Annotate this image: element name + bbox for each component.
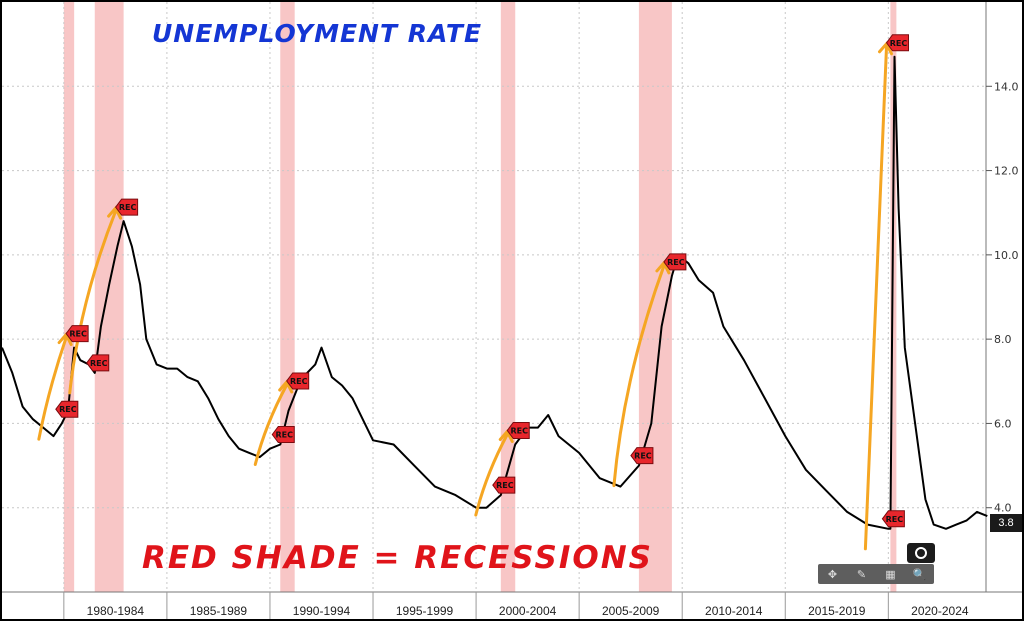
rec-marker-end: REC	[114, 198, 139, 216]
annotation-arrows	[37, 41, 894, 551]
rec-marker-label: REC	[290, 377, 308, 386]
rec-marker-shape	[65, 325, 89, 343]
recession-markers: REC REC REC REC REC REC REC REC REC REC REC REC	[55, 34, 910, 528]
annotation-arrow	[612, 264, 666, 488]
rec-marker-shape	[271, 426, 295, 443]
rec-marker-label: REC	[667, 258, 685, 267]
y-tick-label: 6.0	[994, 417, 1012, 430]
rec-marker-label: REC	[634, 452, 652, 461]
rec-marker-label: REC	[510, 427, 528, 436]
rec-marker-shape	[506, 422, 530, 439]
rec-marker-label: REC	[90, 359, 108, 368]
rec-marker-start: REC	[271, 426, 295, 443]
draw-icon[interactable]: ✎	[856, 568, 867, 581]
recession-band	[638, 2, 672, 592]
x-tick-label: 2000-2004	[499, 604, 557, 618]
annotation-arrow	[37, 336, 68, 441]
annotation-arrowhead	[278, 379, 294, 394]
annotation-arrowhead	[57, 331, 73, 347]
y-ticks: 4.0 6.0 8.0 10.0 12.0 14.0	[986, 80, 1019, 515]
rec-marker-start: REC	[881, 510, 905, 528]
rec-marker-shape	[630, 447, 654, 465]
y-tick-label: 14.0	[994, 80, 1019, 93]
rec-marker-label: REC	[886, 515, 904, 524]
rec-marker-label: REC	[276, 431, 294, 440]
last-value-badge: 3.8	[990, 514, 1022, 532]
y-tick-label: 4.0	[994, 502, 1012, 515]
rec-marker-shape	[881, 510, 905, 528]
chart-title: UNEMPLOYMENT RATE	[152, 19, 482, 48]
rec-marker-end: REC	[65, 325, 89, 343]
recession-band	[63, 2, 75, 592]
rec-marker-label: REC	[119, 203, 137, 212]
rec-marker-start: REC	[492, 476, 516, 494]
y-tick-label: 10.0	[994, 249, 1019, 262]
recession-band	[94, 2, 124, 592]
annotation-arrowhead	[878, 41, 894, 56]
rec-marker-shape	[114, 198, 139, 216]
rec-marker-start: REC	[55, 400, 79, 418]
x-tick-label: 2015-2019	[808, 604, 866, 618]
y-tick-label: 12.0	[994, 165, 1019, 178]
table-icon[interactable]: ▦	[885, 568, 896, 581]
x-tick-label: 2020-2024	[911, 604, 969, 618]
rec-marker-shape	[286, 372, 310, 390]
rec-marker-shape	[663, 253, 687, 271]
zoom-icon[interactable]: 🔍	[912, 568, 927, 581]
rec-marker-end: REC	[885, 34, 910, 52]
annotation-arrow	[68, 209, 118, 395]
x-tick-label: 1980-1984	[87, 604, 145, 618]
rec-marker-label: REC	[890, 39, 908, 48]
y-tick-label: 8.0	[994, 333, 1012, 346]
rec-marker-end: REC	[506, 422, 530, 439]
rec-marker-label: REC	[69, 330, 87, 339]
rec-marker-shape	[55, 400, 79, 418]
axes	[2, 2, 1022, 593]
gear-icon	[915, 547, 927, 559]
x-tick-label: 1985-1989	[190, 604, 248, 618]
unemployment-series-line	[2, 55, 988, 530]
rec-marker-shape	[86, 354, 110, 372]
rec-marker-end: REC	[286, 372, 310, 390]
annotation-arrow	[253, 383, 289, 466]
x-ticks: 1980-1984 1985-1989 1990-1994 1995-1999 2000…	[63, 592, 969, 619]
rec-marker-end: REC	[663, 253, 687, 271]
annotation-arrowhead	[498, 428, 514, 443]
rec-marker-start: REC	[630, 447, 654, 465]
annotation-arrow	[474, 433, 509, 517]
x-tick-label: 1995-1999	[396, 604, 454, 618]
annotation-arrowhead	[655, 260, 671, 275]
rec-marker-label: REC	[496, 481, 514, 490]
annotation-arrowhead	[107, 205, 123, 220]
grid	[2, 2, 986, 592]
rec-marker-shape	[492, 476, 516, 494]
recession-band	[500, 2, 516, 592]
settings-button[interactable]	[907, 543, 935, 563]
x-tick-label: 1990-1994	[293, 604, 351, 618]
chart-toolbar: ✥ ✎ ▦ 🔍	[818, 564, 934, 584]
rec-marker-shape	[885, 34, 910, 52]
rec-marker-label: REC	[59, 405, 77, 414]
annotation-arrow	[863, 45, 889, 551]
x-tick-label: 2010-2014	[705, 604, 763, 618]
x-tick-label: 2005-2009	[602, 604, 660, 618]
rec-marker-start: REC	[86, 354, 110, 372]
recession-band	[280, 2, 295, 592]
move-icon[interactable]: ✥	[827, 568, 838, 581]
recession-legend-note: RED SHADE = RECESSIONS	[142, 540, 653, 576]
